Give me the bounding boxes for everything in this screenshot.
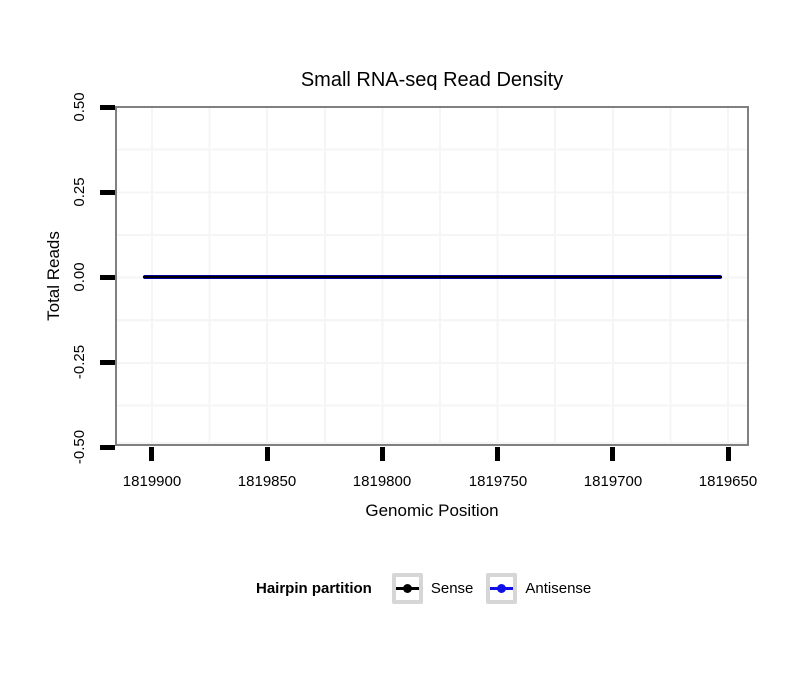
y-tick-label: -0.50 — [71, 429, 88, 465]
antisense-data-line — [143, 275, 722, 279]
x-tick-mark — [610, 447, 615, 461]
legend-label-sense: Sense — [430, 579, 474, 597]
y-tick-label: 0.25 — [71, 177, 88, 207]
x-tick-label: 1819800 — [352, 473, 412, 490]
y-tick-mark — [100, 190, 115, 195]
x-tick-label: 1819900 — [122, 473, 182, 490]
sense-data-line — [143, 276, 722, 278]
x-tick-label: 1819850 — [237, 473, 297, 490]
x-tick-mark — [149, 447, 154, 461]
antisense-point-swatch — [497, 583, 507, 593]
y-tick-label: 0.00 — [71, 262, 88, 292]
y-tick-label: -0.25 — [71, 344, 88, 380]
x-tick-mark — [265, 447, 270, 461]
legend-label-antisense: Antisense — [525, 579, 592, 597]
legend: Hairpin partition Sense Antisense — [256, 570, 591, 606]
y-tick-mark — [100, 445, 115, 450]
x-tick-mark — [495, 447, 500, 461]
x-axis-title: Genomic Position — [365, 501, 499, 520]
x-tick-label: 1819700 — [583, 473, 643, 490]
sense-point-swatch — [402, 583, 412, 593]
y-axis-title: Total Reads — [44, 231, 63, 321]
x-tick-mark — [380, 447, 385, 461]
chart-title: Small RNA-seq Read Density — [300, 69, 564, 91]
legend-key-sense — [391, 572, 423, 604]
plot-panel — [115, 106, 749, 446]
x-tick-mark — [726, 447, 731, 461]
y-tick-mark — [100, 275, 115, 280]
y-tick-label: 0.50 — [71, 92, 88, 122]
legend-key-antisense — [486, 572, 518, 604]
y-tick-mark — [100, 360, 115, 365]
y-tick-mark — [100, 105, 115, 110]
legend-title: Hairpin partition — [256, 579, 372, 597]
x-tick-label: 1819750 — [468, 473, 528, 490]
x-tick-label: 1819650 — [698, 473, 758, 490]
